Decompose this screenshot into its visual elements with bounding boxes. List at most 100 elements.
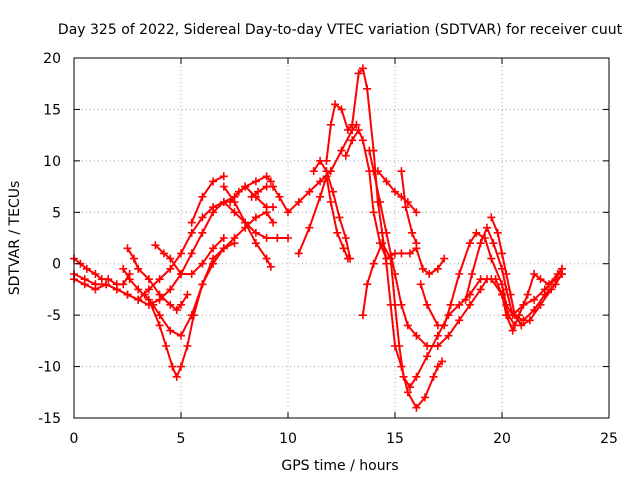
data-point <box>209 254 218 263</box>
data-series <box>70 64 566 412</box>
data-point <box>472 228 481 237</box>
data-point <box>341 151 350 160</box>
data-point <box>177 331 185 340</box>
x-tick-label: 5 <box>177 431 186 447</box>
data-point <box>294 249 303 258</box>
data-point <box>219 172 228 181</box>
data-point <box>455 316 464 325</box>
data-point <box>354 126 363 134</box>
data-point <box>166 264 175 273</box>
data-point <box>123 244 132 253</box>
data-point <box>348 136 357 145</box>
data-point <box>433 331 442 340</box>
data-point <box>322 167 331 176</box>
data-point <box>358 311 367 320</box>
x-axis-label: GPS time / hours <box>281 458 398 474</box>
data-point <box>198 280 207 289</box>
y-tick-label: 20 <box>43 51 61 67</box>
data-point <box>530 295 539 304</box>
data-point <box>305 223 314 232</box>
data-point <box>358 136 367 145</box>
data-point <box>219 182 228 191</box>
data-point <box>498 290 506 299</box>
data-point <box>309 167 318 176</box>
data-point <box>386 254 395 263</box>
series-track <box>250 123 358 214</box>
data-point <box>326 198 335 206</box>
data-point <box>123 290 132 299</box>
data-point <box>129 254 138 263</box>
data-point <box>284 234 292 242</box>
data-point <box>425 270 434 278</box>
y-tick-label: 5 <box>52 205 61 221</box>
data-point <box>198 213 207 222</box>
series-19 <box>397 167 421 248</box>
series-track <box>297 175 349 260</box>
data-point <box>230 239 239 248</box>
data-point <box>487 213 496 222</box>
data-point <box>446 300 455 309</box>
data-point <box>348 120 357 129</box>
tick-labels: 0 5 10 15 20 25 -15 -10 -5 0 5 10 15 20 <box>38 51 618 447</box>
data-point <box>530 270 539 278</box>
data-point <box>140 290 149 299</box>
data-point <box>198 228 207 237</box>
data-point <box>468 270 477 278</box>
x-tick-label: 25 <box>600 431 618 447</box>
data-point <box>209 177 218 186</box>
data-point <box>335 213 344 222</box>
data-point <box>144 285 153 294</box>
data-point <box>149 300 158 309</box>
data-point <box>177 362 185 371</box>
data-point <box>455 270 464 278</box>
data-point <box>166 285 175 294</box>
data-point <box>166 300 175 309</box>
data-point <box>241 182 250 191</box>
data-point <box>433 342 442 350</box>
data-point <box>399 372 408 381</box>
data-point <box>444 331 453 340</box>
data-point <box>493 228 502 237</box>
data-point <box>343 126 352 134</box>
series-2 <box>70 172 275 309</box>
data-point <box>177 249 185 258</box>
data-point <box>172 306 181 314</box>
data-point <box>187 249 196 258</box>
series-track <box>154 237 225 275</box>
data-point <box>487 254 496 263</box>
series-23 <box>491 264 566 335</box>
data-point <box>408 228 417 237</box>
series-17 <box>358 239 519 392</box>
data-point <box>269 182 278 191</box>
y-tick-label: 0 <box>52 257 61 273</box>
data-point <box>506 290 515 299</box>
series-8 <box>187 172 228 227</box>
y-tick-label: -5 <box>47 308 61 324</box>
data-point <box>536 275 545 284</box>
data-point <box>476 285 485 294</box>
data-point <box>254 187 263 196</box>
data-point <box>159 249 168 258</box>
data-point <box>219 234 228 242</box>
data-point <box>418 264 427 273</box>
y-axis-label: SDTVAR / TECUs <box>7 181 23 296</box>
series-track <box>376 170 418 214</box>
data-point <box>294 198 303 206</box>
data-point <box>483 223 492 232</box>
data-point <box>269 203 278 212</box>
data-point <box>416 280 425 289</box>
data-point <box>119 264 128 273</box>
data-point <box>187 270 196 278</box>
data-point <box>363 280 372 289</box>
data-point <box>241 218 250 227</box>
data-point <box>365 146 374 155</box>
data-point <box>266 177 275 186</box>
data-point <box>269 218 278 227</box>
data-point <box>498 249 506 258</box>
data-point <box>187 218 196 227</box>
data-point <box>166 254 175 263</box>
data-point <box>440 321 449 330</box>
data-point <box>373 167 382 176</box>
data-point <box>80 275 89 284</box>
